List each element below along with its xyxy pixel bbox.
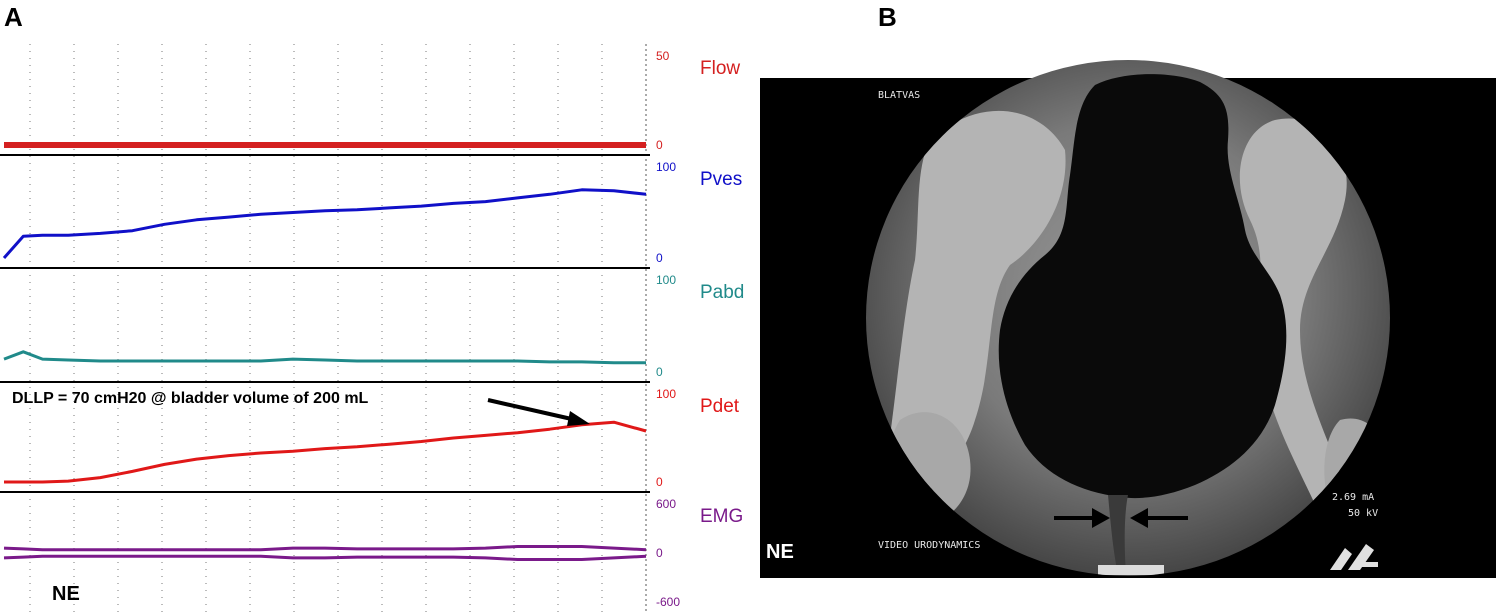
panel-a-label: A: [4, 2, 23, 32]
scale-bottom-pves: 0: [656, 251, 663, 265]
scale-bottom-pabd: 0: [656, 365, 663, 379]
trace-emg-negative: [3, 554, 647, 561]
scale-top-pabd: 100: [656, 273, 676, 287]
panel-b-label: B: [878, 2, 897, 32]
scale-top-pdet: 100: [656, 387, 676, 401]
annotation-arrow-shaft: [487, 398, 577, 422]
trace-pves: [2, 188, 647, 259]
urodynamic-tracing-chart: Flow 50 0 Pves 100 0 Pabd 100 0 Pdet 100 0 EMG 600 -60…: [0, 44, 744, 612]
collimator-tab: [1098, 565, 1164, 575]
xray-readout-kv: 50 kV: [1348, 508, 1378, 519]
trace-emg: [3, 545, 647, 552]
channel-dividers: [0, 44, 650, 612]
channel-name-pdet: Pdet: [700, 396, 740, 417]
pelvic-bone-right: [1239, 118, 1350, 515]
arrow-right-head: [1130, 508, 1148, 528]
xray-bottom-text: VIDEO URODYNAMICS: [878, 540, 980, 551]
scale-top-flow: 50: [656, 49, 670, 63]
scale-top-pves: 100: [656, 160, 676, 174]
trace-pabd: [3, 350, 646, 365]
xray-readout-ma: 2.69 mA: [1332, 492, 1374, 503]
scale-mid-emg: 0: [656, 546, 663, 560]
scale-bottom-pdet: 0: [656, 475, 663, 489]
scale-bottom-emg: -600: [656, 595, 680, 609]
dllp-annotation: DLLP = 70 cmH20 @ bladder volume of 200 …: [12, 390, 369, 407]
bladder-neck: [1108, 495, 1128, 575]
tracing-ne-label: NE: [52, 583, 80, 605]
channel-traces: [2, 142, 647, 561]
channel-name-emg: EMG: [700, 506, 743, 527]
scale-bottom-flow: 0: [656, 138, 663, 152]
channel-labels: Flow 50 0 Pves 100 0 Pabd 100 0 Pdet 100 0 EMG 600 -60…: [656, 49, 744, 609]
arrow-left-head: [1092, 508, 1110, 528]
channel-name-pabd: Pabd: [700, 282, 744, 303]
manufacturer-logo: [1330, 544, 1378, 570]
pelvic-bone-left: [880, 110, 1066, 510]
channel-name-pves: Pves: [700, 169, 742, 190]
bladder-contrast: [998, 74, 1287, 499]
scale-top-emg: 600: [656, 497, 676, 511]
xray-ne-label: NE: [766, 541, 794, 563]
trace-pdet: [4, 420, 647, 484]
annotation-arrow-head: [567, 411, 590, 426]
xray-top-text: BLATVAS: [878, 90, 920, 101]
channel-name-flow: Flow: [700, 58, 740, 79]
